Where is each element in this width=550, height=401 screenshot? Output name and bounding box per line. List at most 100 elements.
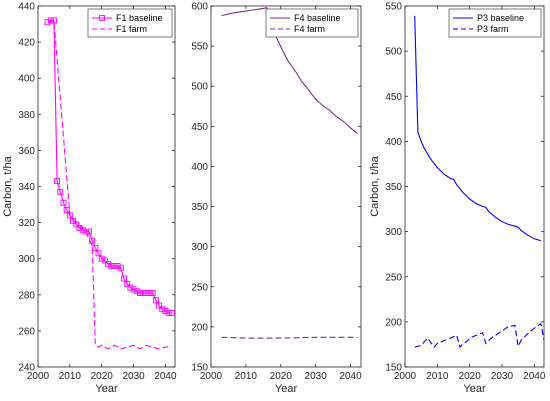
panel-2: 2000 2010 2020 2030 2040 150 200 250 300 350 400 45… xyxy=(191,2,362,396)
data-point-marker xyxy=(101,257,108,264)
data-point-marker xyxy=(57,188,64,195)
y-tick-label: 400 xyxy=(191,162,208,173)
y-tick-label: 600 xyxy=(191,2,208,13)
y-tick-label: 550 xyxy=(191,42,208,53)
y-tick-label: 250 xyxy=(191,282,208,293)
data-point-marker xyxy=(111,262,118,269)
y-tick-label: 550 xyxy=(385,2,402,13)
x-tick-label: 2000 xyxy=(200,371,223,382)
data-point-marker xyxy=(130,286,137,293)
data-point-marker xyxy=(60,199,67,206)
y-tick-label: 250 xyxy=(385,272,402,283)
x-tick-label: 2040 xyxy=(154,371,177,382)
data-point-marker xyxy=(92,244,99,251)
legend-entry: F4 farm xyxy=(294,24,325,34)
legend-entry: F1 farm xyxy=(116,24,147,34)
data-point-marker xyxy=(162,308,169,314)
x-axis-label: Year xyxy=(463,383,486,395)
legend-box xyxy=(265,8,359,38)
data-point-marker xyxy=(159,306,166,313)
y-tick-label: 200 xyxy=(385,317,402,328)
x-tick-label: 2040 xyxy=(339,371,362,382)
data-point-marker xyxy=(44,19,51,26)
y-tick-label: 450 xyxy=(385,92,402,103)
y-tick-label: 150 xyxy=(385,363,402,374)
x-tick-label: 2030 xyxy=(305,371,328,382)
data-point-marker xyxy=(95,250,102,257)
data-point-marker xyxy=(127,284,134,291)
y-tick-label: 500 xyxy=(191,82,208,93)
y-axis-label: Carbon, t/ha xyxy=(369,155,381,216)
x-tick-label: 2020 xyxy=(91,371,114,382)
data-point-marker xyxy=(168,309,175,316)
data-point-marker xyxy=(149,290,156,296)
y-tick-label: 260 xyxy=(18,326,35,337)
series-line-f1-farm xyxy=(47,19,172,350)
y-tick-label: 380 xyxy=(18,110,35,121)
series-line-p3-farm xyxy=(414,322,545,349)
x-tick-label: 2000 xyxy=(27,371,50,382)
y-axis-label: Carbon, t/ha xyxy=(2,155,14,216)
data-point-marker xyxy=(156,302,163,309)
x-tick-label: 2010 xyxy=(59,371,82,382)
x-tick-label: 2010 xyxy=(426,371,449,382)
panel-1: 2000 2010 2020 2030 2040 240 260 280 300 320 340 36… xyxy=(2,2,177,396)
data-point-marker xyxy=(165,309,172,316)
x-tick-label: 2010 xyxy=(235,371,258,382)
data-point-marker xyxy=(137,290,143,296)
data-point-marker xyxy=(133,288,140,295)
legend-box xyxy=(448,8,542,38)
data-point-marker xyxy=(54,178,61,185)
data-point-marker xyxy=(143,290,150,296)
y-tick-label: 360 xyxy=(18,146,35,157)
y-tick-label: 420 xyxy=(18,38,35,49)
axes-box xyxy=(37,5,176,368)
y-tick-label: 440 xyxy=(18,2,35,13)
data-point-marker xyxy=(152,297,159,304)
x-tick-label: 2020 xyxy=(270,371,293,382)
series-line-f4-farm xyxy=(221,336,358,339)
y-tick-label: 450 xyxy=(191,122,208,133)
data-point-marker xyxy=(105,261,112,268)
x-tick-label: 2040 xyxy=(523,371,546,382)
legend-box xyxy=(87,8,173,38)
x-axis-label: Year xyxy=(95,383,118,395)
y-tick-label: 300 xyxy=(191,242,208,253)
x-tick-label: 2030 xyxy=(122,371,145,382)
x-tick-label: 2000 xyxy=(394,371,417,382)
y-tick-label: 320 xyxy=(18,218,35,229)
y-tick-label: 400 xyxy=(18,74,35,85)
x-axis-label: Year xyxy=(275,383,298,395)
legend-entry: P3 baseline xyxy=(477,13,524,23)
data-point-marker xyxy=(82,228,89,235)
y-tick-label: 340 xyxy=(18,182,35,193)
data-point-marker xyxy=(146,290,153,296)
legend-entry: F4 baseline xyxy=(294,13,341,23)
legend-entry: P3 farm xyxy=(477,24,509,34)
data-point-marker xyxy=(79,226,86,233)
data-point-marker xyxy=(63,207,70,213)
data-point-marker xyxy=(86,228,92,235)
y-tick-label: 280 xyxy=(18,290,35,301)
y-tick-label: 300 xyxy=(18,254,35,265)
x-tick-label: 2020 xyxy=(459,371,482,382)
y-tick-label: 150 xyxy=(191,363,208,374)
legend-entry: F1 baseline xyxy=(116,13,163,23)
panel-3: 2000 2010 2020 2030 2040 150 200 250 300 350 400 45… xyxy=(369,2,546,396)
series-line-f4-baseline xyxy=(221,6,358,135)
series-line-p3-baseline xyxy=(414,15,541,242)
data-point-marker xyxy=(108,262,115,269)
legend-marker xyxy=(99,15,105,21)
data-point-marker xyxy=(117,264,124,271)
x-tick-label: 2030 xyxy=(491,371,514,382)
data-point-marker xyxy=(114,262,121,269)
data-point-marker xyxy=(124,281,131,287)
y-tick-label: 350 xyxy=(385,182,402,193)
axes-box xyxy=(210,5,362,368)
y-tick-label: 400 xyxy=(385,137,402,148)
data-point-marker xyxy=(98,255,105,262)
